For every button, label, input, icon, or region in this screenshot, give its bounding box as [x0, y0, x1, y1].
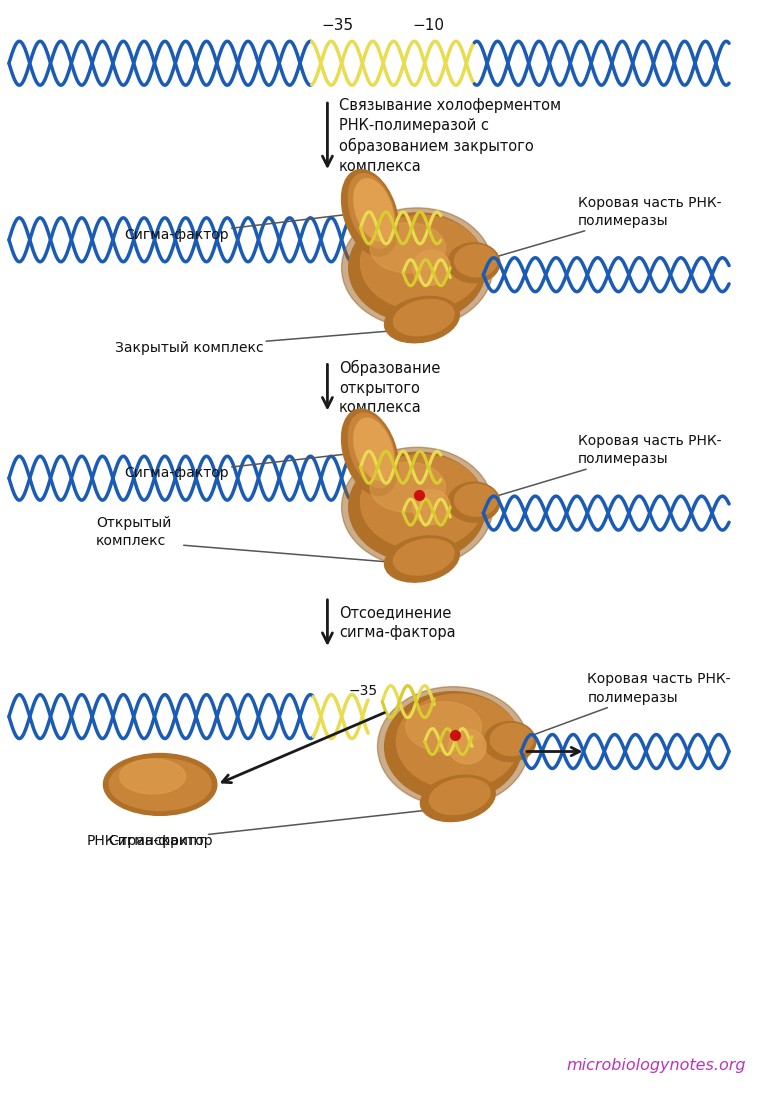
Text: −10: −10: [412, 18, 444, 33]
Text: Сигма-фактор: Сигма-фактор: [108, 834, 212, 849]
Text: Коровая часть РНК-
полимеразы: Коровая часть РНК- полимеразы: [492, 434, 721, 497]
Ellipse shape: [103, 754, 217, 815]
Ellipse shape: [342, 207, 492, 328]
Ellipse shape: [484, 721, 536, 762]
Ellipse shape: [406, 701, 482, 752]
Text: Отсоединение
сигма-фактора: Отсоединение сигма-фактора: [338, 605, 455, 640]
Text: −35: −35: [346, 445, 375, 459]
Ellipse shape: [349, 213, 485, 322]
Ellipse shape: [342, 169, 398, 256]
Ellipse shape: [429, 778, 490, 814]
Ellipse shape: [412, 250, 450, 285]
Text: Сигма-фактор: Сигма-фактор: [124, 213, 360, 242]
Ellipse shape: [394, 300, 454, 336]
Ellipse shape: [370, 223, 446, 273]
Ellipse shape: [360, 455, 483, 550]
Ellipse shape: [349, 174, 395, 249]
Text: −10: −10: [424, 698, 454, 711]
Ellipse shape: [342, 409, 398, 495]
Text: Образование
открытого
комплекса: Образование открытого комплекса: [338, 359, 440, 415]
Text: РНК-транскрипт: РНК-транскрипт: [86, 808, 443, 849]
Ellipse shape: [342, 447, 492, 566]
Ellipse shape: [454, 484, 497, 516]
Text: −10: −10: [414, 221, 443, 235]
Text: Сигма-фактор: Сигма-фактор: [124, 453, 363, 481]
Ellipse shape: [349, 453, 485, 562]
Text: −35: −35: [349, 683, 378, 698]
Ellipse shape: [454, 245, 497, 277]
Ellipse shape: [420, 775, 496, 822]
Text: −35: −35: [322, 18, 354, 33]
Text: Коровая часть РНК-
полимеразы: Коровая часть РНК- полимеразы: [492, 195, 721, 258]
Ellipse shape: [349, 413, 395, 487]
Text: −10: −10: [414, 459, 443, 473]
Ellipse shape: [397, 695, 519, 789]
Text: −35: −35: [346, 207, 375, 221]
Ellipse shape: [384, 536, 459, 582]
Text: Связывание холоферментом
РНК-полимеразой с
образованием закрытого
комплекса: Связывание холоферментом РНК-полимеразой…: [338, 98, 561, 174]
Ellipse shape: [354, 418, 394, 481]
Ellipse shape: [448, 482, 500, 522]
Ellipse shape: [360, 215, 483, 310]
Ellipse shape: [370, 463, 446, 512]
Text: Открытый
комплекс: Открытый комплекс: [96, 515, 171, 549]
Ellipse shape: [384, 297, 459, 342]
Text: microbiologynotes.org: microbiologynotes.org: [566, 1058, 746, 1074]
Ellipse shape: [448, 243, 500, 283]
Ellipse shape: [448, 729, 486, 764]
Ellipse shape: [354, 178, 394, 241]
Ellipse shape: [377, 687, 529, 806]
Ellipse shape: [412, 489, 450, 524]
Ellipse shape: [384, 691, 521, 802]
Text: Закрытый комплекс: Закрытый комплекс: [115, 330, 408, 355]
Ellipse shape: [394, 539, 454, 575]
Ellipse shape: [120, 759, 186, 794]
Ellipse shape: [109, 758, 211, 811]
Ellipse shape: [490, 724, 533, 756]
Text: Коровая часть РНК-
полимеразы: Коровая часть РНК- полимеразы: [529, 672, 731, 737]
